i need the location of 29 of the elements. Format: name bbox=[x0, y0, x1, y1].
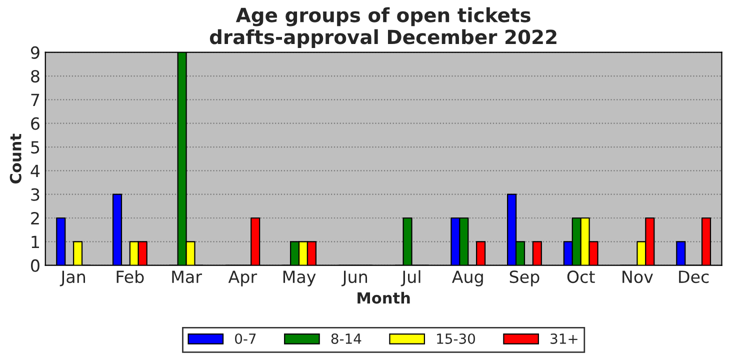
y-tick-label: 8 bbox=[31, 70, 40, 83]
legend-label: 31+ bbox=[550, 333, 578, 344]
x-tick-label: Aug bbox=[452, 270, 483, 286]
x-axis-title: Month bbox=[358, 292, 410, 304]
y-tick-label: 4 bbox=[30, 164, 40, 178]
y-tick-label: 2 bbox=[31, 212, 39, 224]
x-tick-label: Mar bbox=[172, 270, 202, 284]
x-tick-label: Oct bbox=[567, 270, 595, 284]
y-tick-label: 1 bbox=[32, 236, 39, 248]
x-tick-label: Nov bbox=[622, 270, 653, 284]
y-tick-label: 0 bbox=[31, 259, 40, 272]
x-tick-label: Jul bbox=[400, 270, 420, 286]
legend-label: 15-30 bbox=[437, 333, 475, 344]
x-tick-label: May bbox=[283, 270, 316, 286]
x-tick-label: Jan bbox=[60, 270, 85, 286]
legend-label: 0-7 bbox=[235, 333, 256, 344]
chart-title: Age groups of open tickets drafts-approval December 2022 bbox=[210, 7, 556, 48]
x-tick-label: Sep bbox=[510, 270, 540, 286]
y-tick-label: 3 bbox=[31, 188, 40, 201]
y-axis-title: Count bbox=[10, 134, 22, 184]
y-tick-label: 9 bbox=[30, 46, 40, 59]
y-tick-label: 7 bbox=[31, 94, 40, 106]
x-tick-label: Feb bbox=[116, 270, 144, 284]
x-tick-label: Dec bbox=[679, 270, 709, 284]
y-tick-label: 6 bbox=[31, 117, 40, 130]
x-tick-label: Apr bbox=[228, 270, 258, 286]
x-tick-label: Jun bbox=[342, 270, 367, 286]
legend-label: 8-14 bbox=[331, 333, 362, 344]
y-tick-label: 5 bbox=[31, 141, 40, 154]
